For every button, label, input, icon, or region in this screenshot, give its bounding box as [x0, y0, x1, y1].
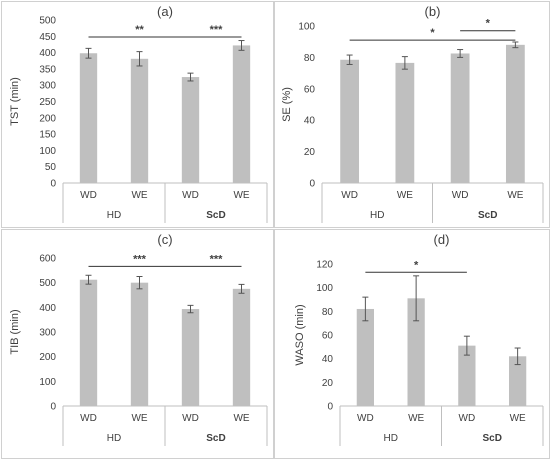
panel-a-y-tick-label: 400 — [39, 48, 56, 59]
panel-c-x-tick-label: WD — [80, 413, 97, 424]
panel-c-bar — [232, 288, 251, 406]
panel-d-y-tick-label: 0 — [327, 402, 333, 413]
panel-c-significance-label: *** — [210, 253, 224, 265]
panel-a-title: (a) — [157, 4, 173, 19]
panel-a-bar — [181, 77, 200, 183]
panel-a-bar — [232, 45, 251, 183]
panel-b-group-label: HD — [370, 210, 384, 221]
panel-a-significance-label: *** — [210, 24, 224, 36]
panel-c-bar — [79, 279, 98, 406]
panel-c-y-tick-label: 600 — [39, 254, 56, 265]
panel-b-significance-label: * — [430, 27, 435, 39]
panel-a-bar — [130, 58, 149, 183]
panel-d-y-tick-label: 60 — [322, 331, 334, 342]
panel-d-group-label: ScD — [483, 433, 502, 444]
panel-b-x-tick-label: WD — [452, 190, 469, 201]
panel-c-y-tick-label: 100 — [39, 377, 56, 388]
panel-b-title: (b) — [425, 4, 441, 19]
panel-a-y-tick-label: 250 — [39, 97, 56, 108]
panel-b-x-tick-label: WD — [341, 190, 358, 201]
panel-a-y-tick-label: 150 — [39, 130, 56, 141]
panel-c-x-tick-label: WE — [131, 413, 147, 424]
panel-b-x-tick-label: WE — [397, 190, 413, 201]
panel-d-x-tick-label: WD — [459, 413, 476, 424]
panel-a-x-tick-label: WE — [233, 190, 249, 201]
panel-b-significance-label: * — [486, 18, 491, 30]
panel-d-bar — [407, 298, 425, 406]
panel-c-x-tick-label: WD — [182, 413, 199, 424]
panel-c-y-axis-label: TIB (min) — [9, 309, 21, 354]
panel-c-y-tick-label: 0 — [50, 402, 56, 413]
panel-d-x-tick-label: WE — [408, 413, 424, 424]
panel-a-bar — [79, 53, 98, 183]
panel-b-bar — [450, 53, 470, 183]
panel-a-x-tick-label: WD — [80, 190, 97, 201]
panel-a-frame — [1, 1, 274, 228]
panel-a-y-tick-label: 50 — [45, 162, 57, 173]
panel-d-x-tick-label: WD — [357, 413, 374, 424]
panel-b-bar — [505, 44, 525, 184]
panel-a-y-tick-label: 100 — [39, 146, 56, 157]
panel-b-y-tick-label: 0 — [309, 179, 315, 190]
panel-c-y-tick-label: 300 — [39, 328, 56, 339]
panel-b-bar — [395, 62, 415, 183]
panel-a-y-tick-label: 500 — [39, 16, 56, 27]
panel-c-significance-label: *** — [133, 253, 147, 265]
panel-b-y-tick-label: 40 — [304, 116, 316, 127]
panel-b-group-label: ScD — [478, 210, 497, 221]
panel-c-x-tick-label: WE — [233, 413, 249, 424]
panel-d-significance-label: * — [414, 259, 419, 271]
panel-a-x-tick-label: WD — [182, 190, 199, 201]
panel-d-group-label: HD — [384, 433, 398, 444]
panel-d-bar — [458, 345, 476, 406]
panel-c-title: (c) — [157, 232, 172, 247]
panel-a-significance-label: ** — [135, 24, 144, 36]
panel-b-y-axis-label: SE (%) — [281, 87, 293, 122]
panel-d-bar — [508, 356, 527, 406]
panel-c-group-label: ScD — [206, 433, 225, 444]
panel-b-x-tick-label: WE — [507, 190, 523, 201]
panel-c-group-label: HD — [107, 433, 121, 444]
panel-d-y-tick-label: 80 — [322, 307, 334, 318]
panel-d-y-tick-label: 20 — [322, 378, 334, 389]
panel-d-bar — [356, 308, 375, 406]
panel-d-y-tick-label: 40 — [322, 354, 334, 365]
panel-c-y-tick-label: 400 — [39, 303, 56, 314]
panel-c-bar — [181, 309, 200, 406]
panel-b-y-tick-label: 20 — [304, 147, 316, 158]
panel-d-y-tick-label: 120 — [316, 260, 333, 271]
panel-a-y-tick-label: 350 — [39, 64, 56, 75]
panel-d-x-tick-label: WE — [510, 413, 526, 424]
panel-b-bar — [340, 59, 360, 183]
panel-d-y-tick-label: 100 — [316, 283, 333, 294]
panel-b-y-tick-label: 100 — [298, 22, 315, 33]
panel-a-group-label: HD — [107, 210, 121, 221]
panel-d-title: (d) — [434, 232, 450, 247]
panel-c-bar — [130, 282, 149, 406]
panel-a-y-tick-label: 300 — [39, 81, 56, 92]
panel-a-y-tick-label: 0 — [50, 179, 56, 190]
panel-b-y-tick-label: 80 — [304, 53, 316, 64]
panel-a-y-tick-label: 450 — [39, 32, 56, 43]
panel-a-y-axis-label: TST (min) — [9, 77, 21, 126]
panel-c-y-tick-label: 500 — [39, 278, 56, 289]
panel-a-group-label: ScD — [206, 210, 225, 221]
panel-a-y-tick-label: 200 — [39, 113, 56, 124]
panel-c-y-tick-label: 200 — [39, 352, 56, 363]
panel-b-y-tick-label: 60 — [304, 84, 316, 95]
panel-a-x-tick-label: WE — [131, 190, 147, 201]
panel-d-y-axis-label: WASO (min) — [294, 304, 306, 365]
